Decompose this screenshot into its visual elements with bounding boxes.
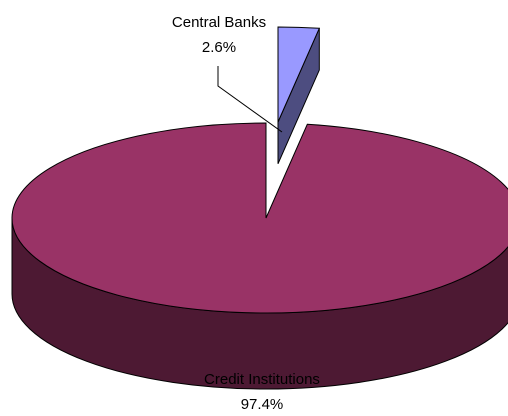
central-banks-slice [277,26,321,123]
pie-top-layer [11,26,508,314]
credit-institutions-value-label: 97.4% [241,396,284,413]
credit-institutions-label: Credit Institutions [204,371,320,388]
central-banks-leader-line [217,66,283,133]
credit-institutions-slice [11,122,508,314]
central-banks-value-label: 2.6% [202,39,236,56]
central-banks-label: Central Banks [172,14,266,31]
